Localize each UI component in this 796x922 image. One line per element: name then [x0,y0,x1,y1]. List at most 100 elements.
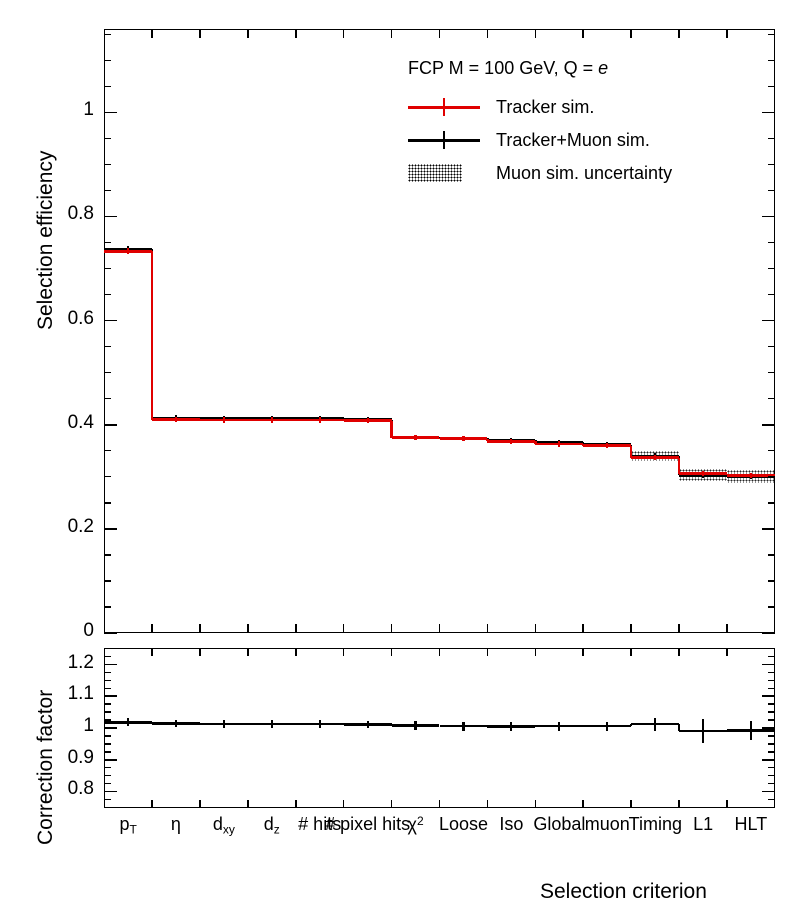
main-x-tick-top [390,29,393,38]
series-step-connector [725,473,729,476]
main-x-tick-top [246,29,249,38]
series-step-connector [582,443,585,446]
legend-uncertainty-swatch [408,164,462,182]
ratio-y-ticklabel: 1.1 [67,683,94,705]
main-x-tick [582,624,585,633]
main-y-tick-minor-right [768,606,775,608]
main-x-tick-top [726,29,728,38]
main-y-tick-minor [104,606,111,608]
main-y-tick-major-right [762,632,775,634]
ratio-y-tick-major [104,758,117,761]
x-tick-label-hlt: HLT [734,814,768,834]
ratio-x-tick-top [534,648,537,656]
ratio-y-tick-minor [104,719,111,721]
ratio-error-bar [414,721,417,730]
ratio-x-tick-top [151,648,153,656]
ratio-y-tick-minor-right [768,695,775,697]
ratio-x-tick [582,800,585,808]
ratio-x-tick [726,800,728,808]
legend-entry: Muon sim. uncertainty [400,158,740,188]
main-y-tick-minor-right [768,371,775,374]
ratio-x-tick-top [630,648,632,656]
ratio-error-bar [702,719,705,744]
legend-errorbar-swatch [443,131,446,149]
main-y-tick-minor-right [768,59,775,61]
main-x-tick-top [151,29,153,38]
main-x-tick-top [199,29,201,38]
series-error-bar [318,417,321,423]
x-tick-label-eta: η [170,814,181,834]
ratio-x-tick [199,800,201,808]
main-x-tick [726,624,728,633]
main-x-tick [486,624,489,633]
main-y-tick-major [104,111,117,114]
ratio-y-tick-major [104,727,117,729]
legend-header-text: FCP M = 100 GeV, Q = [408,58,599,78]
main-y-axis-title: Selection efficiency [34,150,57,330]
main-y-tick-minor-right [768,267,775,270]
main-x-tick [294,624,297,633]
series-error-bar [462,436,465,442]
main-x-tick [534,624,537,633]
main-y-tick-minor [104,502,111,504]
ratio-error-bar [318,720,321,728]
series-error-bar [366,417,369,424]
main-x-tick [246,624,249,633]
series-step-connector [342,418,345,420]
ratio-y-tick-minor [104,663,111,666]
ratio-y-tick-major [104,790,117,793]
ratio-y-tick-minor-right [768,743,775,745]
x-axis-title: Selection criterion [540,880,707,903]
ratio-x-tick [246,800,249,808]
ratio-y-tick-minor-right [768,806,775,809]
ratio-x-tick-top [246,648,249,656]
main-y-tick-minor-right [768,293,775,296]
ratio-y-tick-major-right [762,758,775,761]
x-tick-label-iso: Iso [499,814,524,834]
main-y-tick-minor-right [768,554,775,556]
ratio-y-tick-minor-right [768,735,775,737]
main-y-tick-minor [104,424,111,426]
legend-entry-label: Tracker sim. [496,97,595,117]
main-y-tick-minor [104,59,111,61]
main-y-tick-minor-right [768,397,775,400]
main-x-tick-top [630,29,632,38]
series-error-bar [126,248,130,255]
series-step-connector [390,420,393,438]
ratio-error-bar [126,718,130,727]
main-x-tick [199,624,201,633]
legend-header: FCP M = 100 GeV, Q = e [408,58,608,79]
ratio-y-tick-minor-right [768,751,775,753]
main-x-tick-top [582,29,585,38]
ratio-y-tick-minor [104,679,111,682]
main-y-tick-minor [104,189,111,192]
ratio-y-tick-minor-right [768,679,775,682]
ratio-y-tick-minor [104,703,111,705]
ratio-step-connector [630,724,633,727]
x-tick-label-muon: muon [584,814,630,834]
legend-entry: Tracker sim. [400,92,740,122]
ratio-y-tick-minor [104,671,111,674]
main-y-tick-minor-right [768,33,775,35]
main-y-tick-minor-right [768,137,775,140]
x-tick-label-d-xy: dxy [212,814,235,837]
main-y-tick-major [104,319,117,322]
x-tick-label-timing: Timing [628,814,683,834]
x-tick-label-loose: Loose [438,814,488,834]
main-y-tick-minor-right [768,450,775,452]
ratio-y-tick-minor-right [768,774,775,777]
main-y-tick-major [104,528,117,530]
main-y-ticklabel: 0.6 [67,307,94,329]
ratio-y-tick-minor [104,647,111,650]
x-tick-label-d-z: dz [263,814,280,837]
main-y-tick-minor-right [768,189,775,192]
main-y-tick-major-right [762,111,775,114]
main-y-tick-major-right [762,319,775,322]
main-x-tick [151,624,153,633]
ratio-y-tick-minor-right [768,647,775,650]
ratio-y-tick-minor-right [768,719,775,721]
main-x-tick [390,624,393,633]
series-error-bar [510,438,513,444]
legend-entry-label: Tracker+Muon sim. [496,130,650,150]
